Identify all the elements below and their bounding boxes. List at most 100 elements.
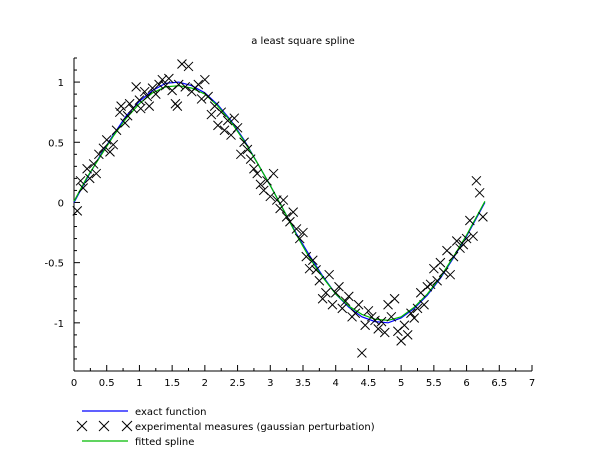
- data-point: [278, 195, 289, 205]
- data-point: [478, 212, 488, 222]
- data-point: [203, 91, 213, 102]
- x-tick-label: 4: [333, 378, 339, 389]
- legend-label: exact function: [135, 407, 206, 418]
- data-point: [468, 231, 478, 242]
- data-point: [249, 163, 259, 174]
- x-tick-label: 3: [267, 378, 273, 389]
- data-point: [419, 299, 429, 310]
- data-point: [105, 147, 115, 157]
- data-point: [196, 94, 207, 104]
- data-point: [245, 154, 256, 164]
- data-point: [317, 293, 328, 304]
- data-point: [252, 168, 263, 179]
- legend-cross-marker: [76, 420, 88, 432]
- data-point: [242, 144, 253, 155]
- data-point: [91, 168, 102, 179]
- y-tick-label: 0: [58, 198, 64, 209]
- legend-label: experimental measures (gaussian perturba…: [135, 422, 375, 433]
- data-point: [147, 83, 158, 93]
- data-point: [98, 143, 109, 154]
- data-point: [288, 207, 299, 217]
- data-point: [357, 348, 367, 358]
- data-point: [327, 299, 338, 310]
- data-point: [461, 233, 472, 244]
- data-point: [314, 275, 325, 286]
- data-point: [301, 251, 312, 262]
- data-point: [150, 89, 161, 99]
- data-point: [399, 320, 410, 331]
- data-point: [222, 115, 233, 126]
- data-point: [307, 255, 318, 266]
- data-point: [474, 187, 485, 198]
- scatter-series-measures: [72, 59, 488, 358]
- data-point: [134, 95, 145, 105]
- data-point: [172, 101, 183, 112]
- legend: exact function experimental measures (gau…: [76, 407, 375, 448]
- data-point: [84, 173, 95, 184]
- data-point: [193, 79, 204, 90]
- data-point: [406, 308, 416, 319]
- data-point: [340, 296, 351, 307]
- chart-title: a least square spline: [251, 36, 355, 47]
- data-point: [363, 305, 374, 316]
- y-tick-label: -1: [54, 319, 64, 330]
- data-point: [139, 86, 150, 97]
- data-point: [337, 303, 348, 314]
- data-point: [164, 73, 174, 84]
- data-point: [101, 135, 112, 145]
- data-point: [124, 98, 135, 109]
- data-point: [183, 61, 194, 72]
- data-point: [122, 110, 133, 121]
- x-tick-label: 0.5: [99, 378, 115, 389]
- y-tick-label: 1: [58, 78, 64, 89]
- data-point: [281, 212, 292, 222]
- data-point: [206, 109, 217, 120]
- x-tick-label: 2: [202, 378, 208, 389]
- data-point: [275, 203, 285, 214]
- data-point: [432, 275, 442, 286]
- data-point: [213, 120, 223, 131]
- data-point: [160, 80, 171, 91]
- y-tick-label: -0.5: [44, 259, 64, 270]
- data-point: [464, 215, 475, 226]
- data-point: [448, 251, 459, 262]
- data-point: [304, 263, 315, 274]
- data-point: [232, 122, 243, 133]
- legend-cross-marker: [98, 420, 110, 432]
- data-point: [135, 103, 146, 114]
- data-point: [229, 113, 240, 124]
- data-point: [177, 59, 187, 69]
- data-point: [409, 313, 420, 323]
- data-point: [298, 227, 308, 238]
- data-point: [334, 281, 344, 292]
- x-tick-label: 1.5: [164, 378, 180, 389]
- data-point: [239, 137, 249, 148]
- y-tick-label: 0.5: [48, 138, 64, 149]
- data-point: [425, 279, 436, 290]
- data-point: [353, 299, 364, 310]
- data-point: [116, 101, 126, 112]
- data-point: [72, 206, 83, 216]
- data-point: [386, 311, 397, 322]
- x-tick-label: 5.5: [426, 378, 442, 389]
- data-point: [324, 269, 335, 280]
- x-tick-label: 2.5: [230, 378, 246, 389]
- x-tick-label: 4.5: [360, 378, 376, 389]
- data-point: [173, 79, 184, 90]
- plot-area: 0 0.5 1 1.5 2 2.5 3 3.5 4 4.5 5 5.5 6 6.5 7 -1 -0.5 0 0.5 1: [44, 57, 535, 389]
- data-point: [445, 269, 456, 280]
- data-point: [350, 308, 361, 319]
- data-point: [471, 175, 482, 186]
- data-point: [330, 287, 341, 298]
- data-point: [311, 265, 321, 275]
- x-tick-label: 0: [71, 378, 77, 389]
- data-point: [435, 257, 446, 268]
- data-point: [142, 91, 153, 102]
- data-point: [144, 101, 155, 112]
- data-point: [389, 293, 400, 304]
- data-point: [88, 159, 99, 169]
- data-point: [200, 74, 210, 85]
- data-point: [412, 303, 423, 314]
- data-point: [451, 236, 462, 246]
